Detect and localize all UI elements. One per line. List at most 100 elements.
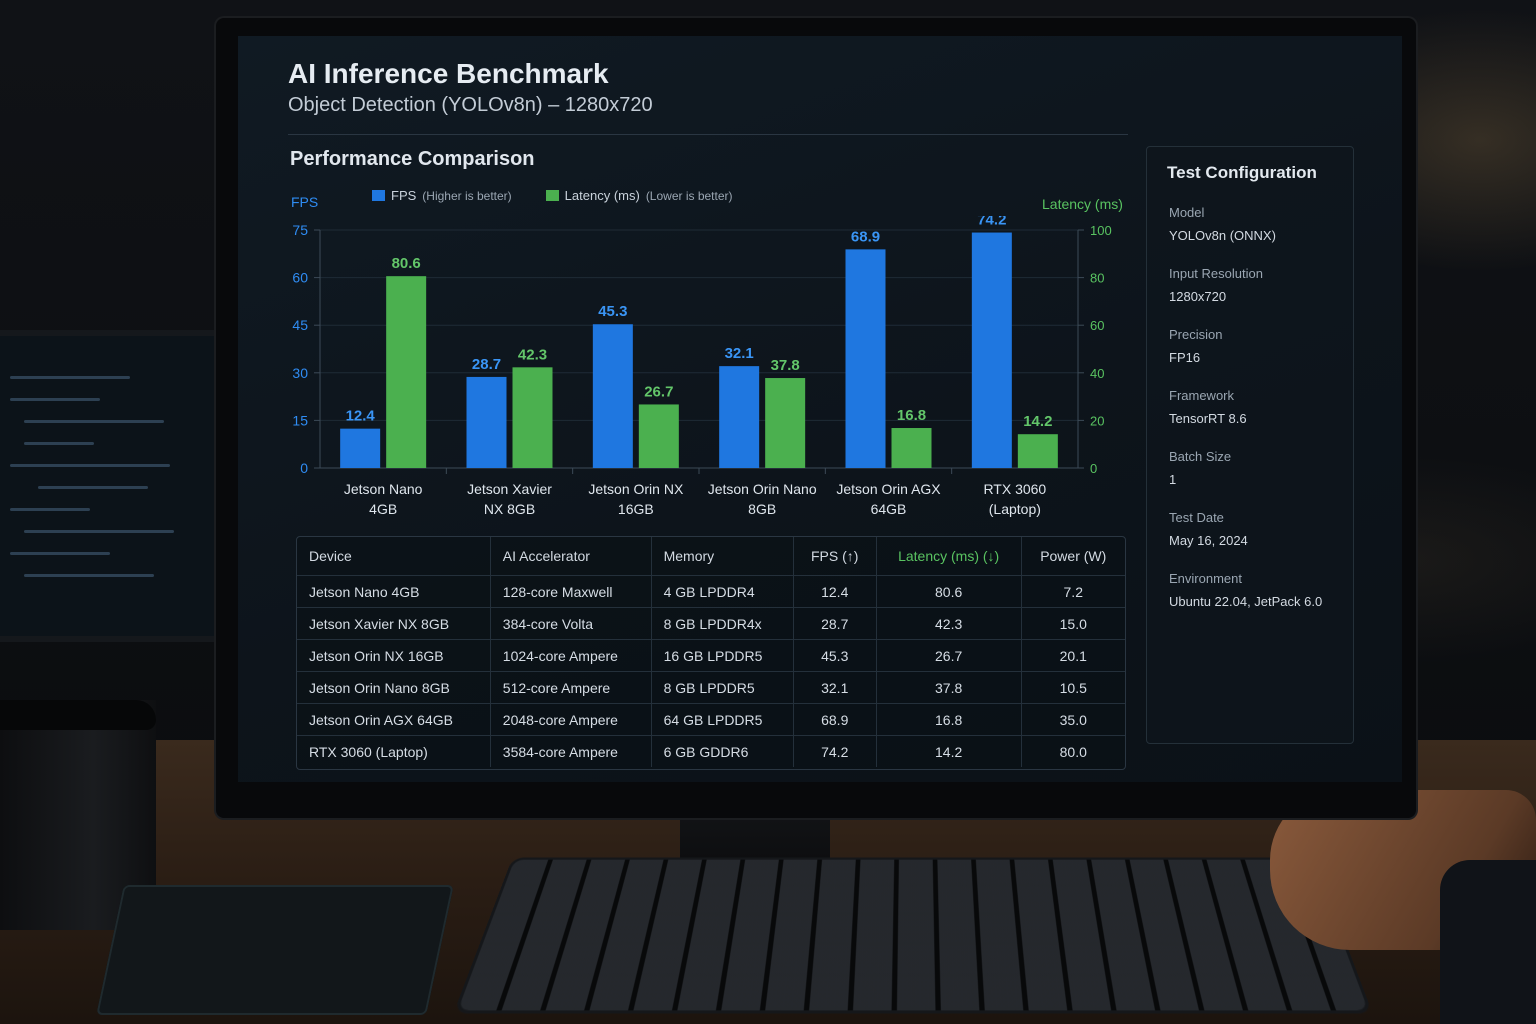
cell-accelerator: 2048-core Ampere — [490, 703, 652, 736]
data-label-fps: 28.7 — [472, 356, 501, 373]
chart-section-title: Performance Comparison — [290, 148, 535, 170]
code-line — [10, 508, 90, 511]
config-value: May 16, 2024 — [1169, 533, 1248, 548]
tick-label-left: 15 — [292, 412, 308, 428]
data-label-fps: 32.1 — [725, 345, 754, 362]
sleeve — [1440, 860, 1536, 1024]
legend-item-latency: Latency (ms) (Lower is better) — [545, 188, 733, 203]
bar-fps — [845, 249, 886, 468]
category-label: Jetson Xavier — [467, 481, 552, 497]
cell-accelerator: 3584-core Ampere — [490, 735, 652, 767]
cell-accelerator: 128-core Maxwell — [490, 575, 652, 608]
cell-device: Jetson Nano 4GB — [297, 575, 491, 608]
cell-memory: 6 GB GDDR6 — [651, 735, 794, 767]
header-divider — [288, 134, 1128, 135]
config-item-framework: Framework TensorRT 8.6 — [1169, 388, 1247, 426]
cell-accelerator: 384-core Volta — [490, 607, 652, 640]
cell-power: 20.1 — [1021, 639, 1125, 672]
bar-latency — [1017, 434, 1058, 468]
dev-board — [96, 885, 454, 1015]
y-axis-left-title: FPS — [291, 194, 319, 210]
cell-device: RTX 3060 (Laptop) — [297, 735, 491, 767]
config-label: Environment — [1169, 571, 1242, 586]
keyboard — [457, 859, 1369, 1011]
category-label: Jetson Orin AGX — [836, 481, 941, 497]
legend-note-fps: (Higher is better) — [422, 188, 512, 203]
config-item-batch-size: Batch Size 1 — [1169, 449, 1231, 487]
bar-fps — [719, 366, 760, 468]
y-axis-right-title: Latency (ms) — [1042, 196, 1123, 212]
cell-device: Jetson Xavier NX 8GB — [297, 607, 491, 640]
cell-device: Jetson Orin Nano 8GB — [297, 671, 491, 704]
cell-fps: 32.1 — [793, 671, 877, 704]
legend-item-fps: FPS (Higher is better) — [372, 188, 512, 203]
cell-latency: 37.8 — [876, 671, 1022, 704]
config-value: YOLOv8n (ONNX) — [1169, 228, 1276, 243]
data-label-latency: 14.2 — [1023, 413, 1052, 430]
cell-latency: 42.3 — [876, 607, 1022, 640]
data-label-fps: 45.3 — [598, 303, 627, 320]
cell-device: Jetson Orin NX 16GB — [297, 639, 491, 672]
code-line — [10, 398, 100, 401]
category-label: Jetson Orin Nano — [708, 481, 817, 497]
cell-fps: 28.7 — [793, 607, 877, 640]
code-line — [10, 464, 170, 467]
config-label: Batch Size — [1169, 449, 1232, 464]
category-label: Jetson Nano — [344, 481, 423, 497]
table-row: Jetson Nano 4GB 128-core Maxwell 4 GB LP… — [297, 575, 1125, 608]
tick-label-right: 0 — [1090, 461, 1097, 476]
category-label: 4GB — [369, 501, 397, 517]
cell-power: 15.0 — [1021, 607, 1125, 640]
cell-memory: 8 GB LPDDR5 — [651, 671, 794, 704]
tick-label-left: 30 — [292, 365, 308, 381]
performance-chart: 0 15 30 45 60 75 0 20 40 60 80 100 12.4 80.6 Jetson Na… — [292, 216, 1112, 517]
cell-power: 10.5 — [1021, 671, 1125, 704]
bar-latency — [765, 378, 806, 468]
cell-power: 7.2 — [1021, 575, 1125, 608]
config-label: Framework — [1169, 388, 1235, 403]
cell-latency: 80.6 — [876, 575, 1022, 608]
bar-latency — [512, 367, 553, 468]
col-header-power: Power (W) — [1021, 537, 1125, 576]
data-label-latency: 26.7 — [644, 383, 673, 400]
config-item-test-date: Test Date May 16, 2024 — [1169, 510, 1248, 548]
config-label: Input Resolution — [1169, 266, 1263, 281]
tick-label-left: 60 — [292, 270, 308, 286]
tick-label-right: 100 — [1090, 223, 1112, 238]
tick-label-right: 40 — [1090, 366, 1104, 381]
col-header-memory: Memory — [651, 537, 794, 576]
data-label-fps: 12.4 — [346, 408, 376, 425]
legend-note-latency: (Lower is better) — [645, 188, 733, 203]
category-label: NX 8GB — [484, 501, 535, 517]
table-header-row: Device AI Accelerator Memory FPS (↑) Lat… — [297, 537, 1125, 576]
col-header-accelerator: AI Accelerator — [490, 537, 652, 576]
cell-memory: 64 GB LPDDR5 — [651, 703, 794, 736]
cell-fps: 45.3 — [793, 639, 877, 672]
cell-memory: 16 GB LPDDR5 — [651, 639, 794, 672]
bar-latency — [891, 428, 932, 468]
legend-swatch-fps — [372, 190, 385, 201]
benchmark-table-grid: Device AI Accelerator Memory FPS (↑) Lat… — [297, 537, 1125, 767]
code-line — [24, 420, 164, 423]
tick-label-right: 80 — [1090, 271, 1104, 286]
col-header-latency: Latency (ms) (↓) — [876, 537, 1022, 576]
cell-accelerator: 512-core Ampere — [490, 671, 652, 704]
code-line — [24, 442, 94, 445]
code-line — [10, 376, 130, 379]
cell-power: 35.0 — [1021, 703, 1125, 736]
table-row: RTX 3060 (Laptop) 3584-core Ampere 6 GB … — [297, 735, 1125, 767]
tick-label-right: 60 — [1090, 318, 1104, 333]
data-label-fps: 74.2 — [977, 216, 1006, 229]
bar-fps — [466, 376, 507, 468]
cell-latency: 26.7 — [876, 639, 1022, 672]
data-label-latency: 80.6 — [392, 255, 421, 272]
cell-fps: 68.9 — [793, 703, 877, 736]
legend-swatch-latency — [545, 190, 559, 201]
config-value: 1 — [1169, 472, 1177, 487]
code-line — [38, 486, 148, 489]
screen: AI Inference Benchmark Object Detection … — [238, 36, 1402, 782]
page-title: AI Inference Benchmark — [288, 58, 609, 89]
data-label-latency: 16.8 — [897, 407, 926, 424]
code-line — [24, 530, 174, 533]
config-label: Precision — [1169, 327, 1223, 342]
